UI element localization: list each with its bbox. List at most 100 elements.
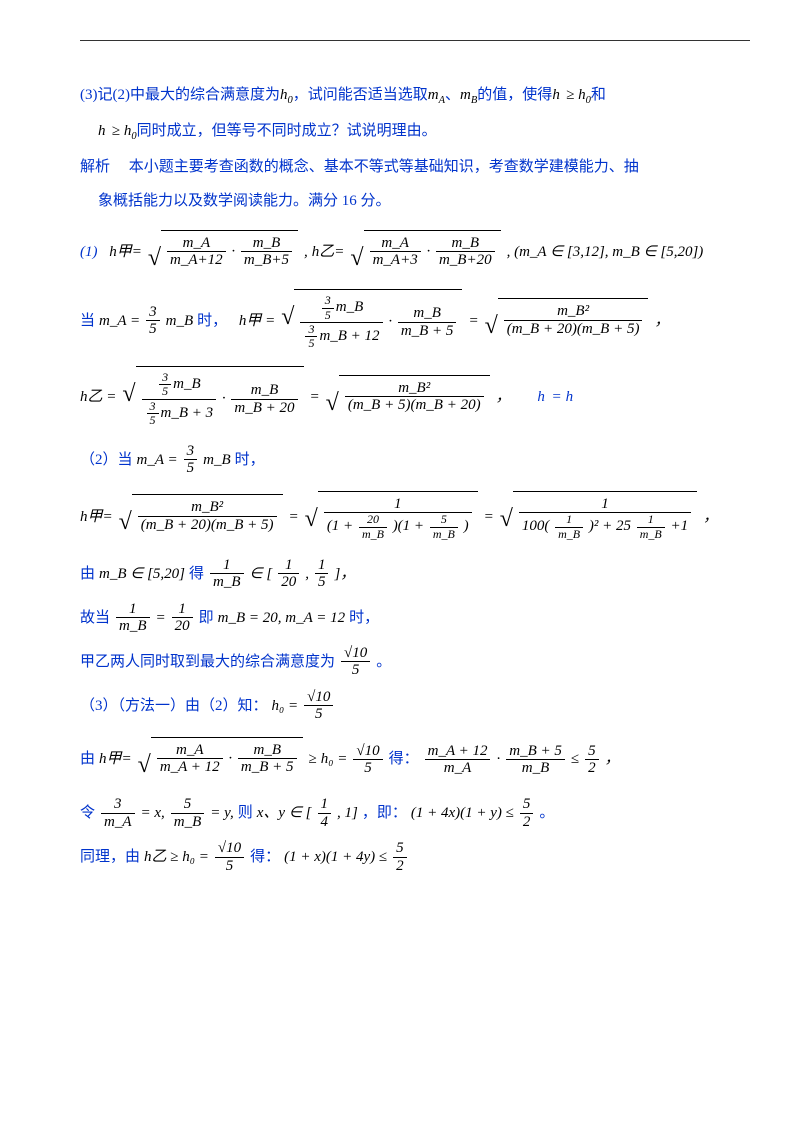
eq1-domain: , (m_A ∈ [3,12], m_B ∈ [5,20]) bbox=[507, 238, 704, 267]
w1md: m_B + 5 bbox=[398, 323, 457, 340]
let-b: 则 bbox=[238, 799, 253, 828]
maxfd: 5 bbox=[341, 662, 370, 679]
w1bln1: 3 bbox=[159, 371, 171, 385]
e3n2: m_B bbox=[238, 742, 297, 760]
w1bmn: m_B bbox=[231, 382, 297, 400]
max-a: 甲乙两人同时取到最大的综合满意度为 bbox=[80, 648, 335, 677]
w1rd: (m_B + 20)(m_B + 5) bbox=[504, 321, 643, 338]
e3d2: m_B + 5 bbox=[238, 759, 297, 776]
sim-b: 得： bbox=[250, 843, 280, 872]
by-mB: m_B ∈ [5,20] bbox=[99, 560, 185, 589]
eq3-row: 由 h甲= m_Am_A + 12 · m_Bm_B + 5 ≥ h₀ = √1… bbox=[80, 737, 750, 783]
e2r3f2d: m_B bbox=[637, 528, 665, 541]
e2r2f2d: m_B bbox=[430, 528, 458, 541]
eq2-hjia: h甲= bbox=[80, 503, 113, 532]
eq2-r1: m_B²(m_B + 20)(m_B + 5) bbox=[119, 494, 283, 540]
w1rn: m_B² bbox=[504, 303, 643, 321]
q3-dot: 、 bbox=[445, 87, 460, 103]
eq2-row: h甲= m_B²(m_B + 20)(m_B + 5) = 1 (1 + 20m… bbox=[80, 491, 750, 543]
part2-row: （2）当 m_A = 35 m_B 时， bbox=[80, 443, 750, 477]
byf1d: 20 bbox=[278, 574, 299, 591]
sf2n: 5 bbox=[393, 840, 407, 858]
lf3n: 1 bbox=[318, 796, 332, 814]
eq1-row: (1) h甲= m_Am_A+12 · m_Bm_B+5 , h乙= m_Am_… bbox=[80, 230, 750, 276]
eq2-tail: ， bbox=[703, 503, 718, 532]
byf2n: 1 bbox=[315, 557, 329, 575]
sim-a: 同理，由 bbox=[80, 843, 140, 872]
when1b-ta: h bbox=[537, 383, 547, 413]
eq1-n3: m_A bbox=[370, 235, 421, 253]
so-row: 故当 1m_B = 120 即 m_B = 20, m_A = 12 时， bbox=[80, 601, 750, 635]
when1b-eq: = bbox=[310, 383, 320, 412]
q3l2-ge: ≥ bbox=[108, 123, 124, 139]
eq3-le: ≤ bbox=[571, 745, 579, 774]
analysis-line1: 解析 本小题主要考查函数的概念、基本不等式等基础知识，考查数学建模能力、抽 bbox=[80, 153, 750, 182]
eq1-hyi: h乙= bbox=[312, 238, 345, 267]
when1-tail: ， bbox=[654, 307, 669, 336]
analysis-text1: 本小题主要考查函数的概念、基本不等式等基础知识，考查数学建模能力、抽 bbox=[129, 159, 639, 175]
w1lmb1: m_B bbox=[336, 300, 364, 316]
w1bmd: m_B + 20 bbox=[231, 400, 297, 417]
w1ln2: 3 bbox=[305, 323, 317, 337]
eq1-label: (1) bbox=[80, 238, 98, 267]
w1ld2: 5 bbox=[305, 337, 317, 350]
by-a: 由 bbox=[80, 560, 95, 589]
q3-intro-line2: h ≥ h0同时成立，但等号不同时成立？试说明理由。 bbox=[80, 117, 750, 147]
e2r3da: 100( bbox=[522, 519, 550, 535]
eq1-n1: m_A bbox=[167, 235, 226, 253]
q3-mA: mA bbox=[428, 87, 445, 103]
sfn: √10 bbox=[215, 840, 244, 858]
e2r3dc: +1 bbox=[670, 519, 688, 535]
when1-fd: 5 bbox=[146, 321, 160, 338]
w1brd: (m_B + 5)(m_B + 20) bbox=[345, 397, 484, 414]
when1-row: 当 m_A = 35 m_B 时， h甲 = 35m_B 35m_B + 12 … bbox=[80, 289, 750, 352]
eq3-tail: ， bbox=[605, 745, 620, 774]
sof2n: 1 bbox=[172, 601, 193, 619]
part3-label: （3）（方法一）由（2）知： bbox=[80, 692, 268, 721]
q3-c: 的值，使得 bbox=[477, 87, 552, 103]
e3f2n: m_B + 5 bbox=[506, 743, 565, 761]
e2r2db: )(1 + bbox=[393, 519, 424, 535]
sim-expr: (1 + x)(1 + 4y) ≤ bbox=[284, 843, 387, 872]
lf2d: m_B bbox=[171, 814, 205, 831]
when1-mA: m_A = bbox=[99, 307, 140, 336]
e3f1n: m_A + 12 bbox=[425, 743, 491, 761]
max-row: 甲乙两人同时取到最大的综合满意度为 √105 。 bbox=[80, 645, 750, 679]
top-rule bbox=[80, 40, 750, 41]
so-a: 故当 bbox=[80, 604, 110, 633]
when1b-teq: = bbox=[551, 383, 561, 412]
e2r2f1n: 20 bbox=[359, 513, 387, 527]
part2-mB: m_B bbox=[203, 446, 231, 475]
q3-d: 和 bbox=[591, 87, 606, 103]
e3f2d: m_B bbox=[506, 760, 565, 777]
so-eq: = bbox=[156, 604, 166, 633]
eq3-ge: ≥ bbox=[309, 745, 317, 774]
q3-a: (3)记(2)中最大的综合满意度为 bbox=[80, 87, 280, 103]
when1-fn: 3 bbox=[146, 304, 160, 322]
e3n1: m_A bbox=[157, 742, 223, 760]
e3f3d: 2 bbox=[585, 760, 599, 777]
when1b-sqrt-left: 35m_B 35m_B + 3 · m_Bm_B + 20 bbox=[122, 366, 303, 429]
when1b-hyi: h乙 = bbox=[80, 383, 116, 412]
w1blmb2: m_B + 3 bbox=[161, 405, 214, 421]
e3fn: √10 bbox=[353, 743, 382, 761]
part3-row: （3）（方法一）由（2）知： h₀ = √105 bbox=[80, 689, 750, 723]
max-b: 。 bbox=[376, 648, 391, 677]
eq1-d1: m_A+12 bbox=[167, 252, 226, 269]
by-comma: , bbox=[305, 560, 309, 589]
eq1-sqrt2: m_Am_A+3 · m_Bm_B+20 bbox=[350, 230, 500, 276]
eq1-d3: m_A+3 bbox=[370, 252, 421, 269]
eq3-dot: · bbox=[496, 745, 500, 774]
analysis-line2: 象概括能力以及数学阅读能力。满分 16 分。 bbox=[80, 187, 750, 216]
let-xy: x、y ∈ [ bbox=[257, 799, 312, 828]
let-d: ，即： bbox=[362, 799, 407, 828]
eq3-get: 得： bbox=[389, 745, 419, 774]
by-c: ∈ [ bbox=[250, 560, 273, 589]
sfd: 5 bbox=[215, 858, 244, 875]
part2-mA: m_A = bbox=[137, 446, 178, 475]
q3-intro-line1: (3)记(2)中最大的综合满意度为h0，试问能否适当选取mA、mB的值，使得h … bbox=[80, 81, 750, 111]
lf2n: 5 bbox=[171, 796, 205, 814]
sim-row: 同理，由 h乙 ≥ h₀ = √105 得： (1 + x)(1 + 4y) ≤… bbox=[80, 840, 750, 874]
w1bld2: 5 bbox=[147, 414, 159, 427]
sf2d: 2 bbox=[393, 858, 407, 875]
